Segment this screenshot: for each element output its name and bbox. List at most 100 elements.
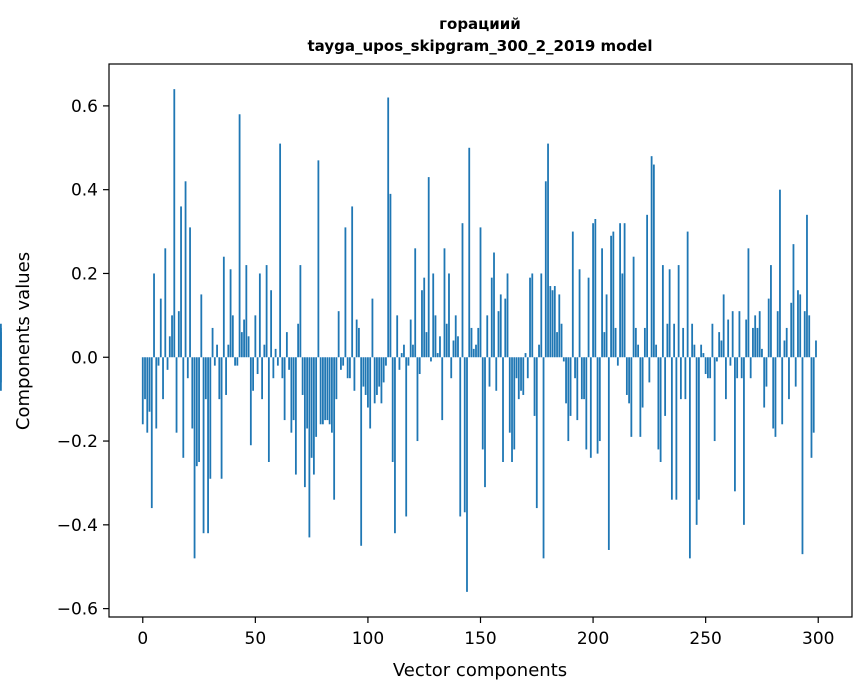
bar — [371, 298, 374, 358]
bar — [614, 327, 617, 358]
bar — [222, 256, 225, 358]
bar — [698, 357, 700, 500]
bar — [765, 357, 768, 387]
bar — [542, 357, 545, 559]
bar — [427, 177, 430, 358]
bar — [211, 327, 214, 358]
bar — [418, 357, 421, 375]
bar — [283, 357, 286, 421]
y-tick-label: 0.4 — [71, 181, 98, 201]
bar — [502, 357, 504, 462]
bar — [551, 290, 554, 358]
bar — [216, 344, 218, 358]
bar — [481, 357, 484, 450]
bar — [605, 294, 608, 358]
bar — [761, 348, 763, 358]
bar — [414, 248, 417, 358]
bar — [175, 357, 178, 433]
bar — [799, 294, 802, 358]
bar — [162, 357, 164, 400]
bar — [587, 277, 590, 358]
bar — [479, 227, 482, 358]
bar — [688, 357, 691, 559]
bar — [526, 357, 529, 379]
bar — [463, 357, 466, 513]
bar — [484, 357, 486, 488]
bar — [306, 357, 309, 429]
bar — [0, 327, 2, 358]
bar — [297, 323, 300, 358]
bar — [157, 357, 160, 366]
bar — [576, 357, 579, 421]
bar — [358, 327, 360, 358]
bar — [412, 344, 414, 358]
bar — [623, 223, 626, 358]
bar — [204, 357, 207, 400]
bar — [585, 357, 588, 450]
bar — [612, 231, 615, 358]
bar — [643, 327, 646, 358]
bar — [355, 319, 358, 358]
bar — [776, 311, 779, 358]
bar — [553, 286, 556, 358]
bar — [610, 235, 612, 358]
bar — [276, 357, 279, 366]
bar — [783, 340, 786, 358]
bar — [718, 332, 721, 358]
bar — [749, 357, 752, 379]
bar — [770, 265, 772, 358]
y-tick-label: 0.0 — [71, 348, 98, 368]
bar — [155, 357, 158, 429]
bar — [409, 319, 412, 358]
chart-title-line-2: tayga_upos_skipgram_300_2_2019 model — [308, 37, 653, 55]
bar — [364, 357, 367, 395]
bar — [378, 357, 381, 387]
bar — [349, 357, 351, 379]
bar — [376, 357, 378, 395]
x-axis-ticks: 0 50 100 150 200 250 300 — [137, 617, 834, 649]
bar — [141, 357, 144, 425]
bar — [700, 344, 703, 358]
bar — [394, 357, 396, 534]
bar — [495, 357, 498, 391]
bar — [538, 344, 540, 358]
bar — [666, 323, 669, 358]
bar — [193, 357, 196, 559]
bar — [416, 357, 419, 442]
bar — [258, 273, 261, 358]
bar — [729, 357, 732, 366]
bar — [565, 357, 567, 404]
bar — [632, 256, 635, 358]
bar — [815, 340, 817, 358]
bar — [709, 357, 712, 379]
bar — [247, 336, 250, 358]
bar — [391, 357, 394, 462]
bar — [353, 357, 356, 391]
bar — [508, 357, 511, 433]
bar — [288, 357, 291, 370]
bar — [722, 294, 725, 358]
x-tick-label: 200 — [577, 629, 609, 649]
bar — [209, 357, 212, 479]
x-axis-label: Vector components — [393, 660, 567, 681]
bar — [218, 357, 221, 400]
bar — [195, 357, 198, 467]
x-tick-label: 0 — [137, 629, 148, 649]
bar — [238, 114, 241, 358]
bar — [448, 273, 450, 358]
bar — [249, 357, 252, 446]
bar — [661, 265, 664, 358]
bar — [340, 357, 342, 370]
bar — [772, 357, 775, 429]
plot-frame — [108, 63, 853, 618]
bar — [781, 357, 784, 425]
bar — [324, 357, 327, 421]
y-tick-label: −0.4 — [57, 516, 98, 536]
bar — [450, 357, 453, 379]
bar — [477, 327, 480, 358]
bar — [808, 315, 811, 358]
bar — [711, 323, 714, 358]
bar — [716, 357, 718, 362]
y-tick-label: 0.2 — [71, 264, 98, 284]
bar — [756, 327, 759, 358]
